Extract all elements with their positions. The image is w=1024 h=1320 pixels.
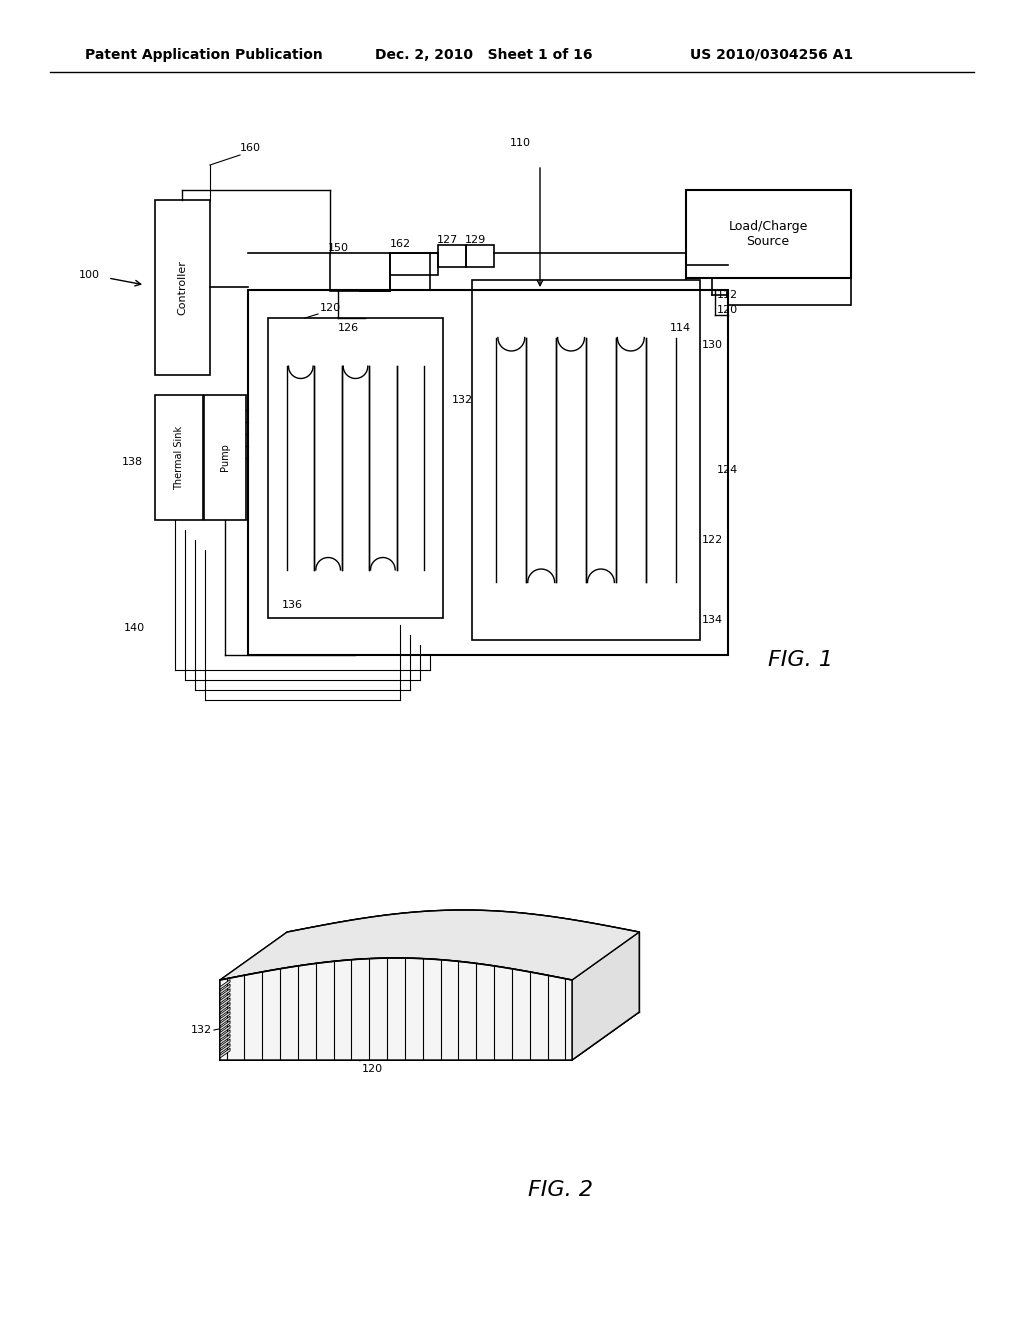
Polygon shape (287, 909, 639, 1012)
Bar (268, 318, 443, 618)
Text: 122: 122 (702, 535, 723, 545)
Text: 130: 130 (702, 341, 723, 350)
Text: Patent Application Publication: Patent Application Publication (85, 48, 323, 62)
Text: 134: 134 (702, 615, 723, 624)
Text: Controller: Controller (177, 260, 187, 315)
Text: 120: 120 (319, 304, 341, 313)
Text: 136: 136 (282, 601, 303, 610)
Text: 162: 162 (389, 239, 411, 249)
Bar (155, 395, 203, 520)
Polygon shape (572, 932, 639, 1060)
Text: Thermal Sink: Thermal Sink (174, 425, 184, 490)
Polygon shape (220, 1039, 230, 1049)
Text: 132: 132 (190, 1026, 212, 1035)
Text: FIG. 1: FIG. 1 (768, 649, 833, 671)
Bar (155, 201, 210, 375)
Text: Dec. 2, 2010   Sheet 1 of 16: Dec. 2, 2010 Sheet 1 of 16 (375, 48, 593, 62)
Bar (390, 253, 438, 275)
Polygon shape (220, 1016, 230, 1026)
Bar (466, 246, 494, 267)
Bar (438, 246, 466, 267)
Bar (472, 280, 700, 640)
Polygon shape (220, 958, 572, 1060)
Polygon shape (220, 989, 230, 998)
Text: 126: 126 (338, 323, 359, 333)
Polygon shape (220, 1035, 230, 1044)
Polygon shape (220, 1048, 230, 1059)
Text: 120: 120 (361, 1064, 383, 1073)
Text: 114: 114 (670, 323, 690, 333)
Text: 138: 138 (122, 457, 143, 467)
Text: 150: 150 (328, 243, 348, 253)
Polygon shape (220, 1002, 230, 1012)
Polygon shape (220, 1007, 230, 1016)
Polygon shape (220, 909, 639, 979)
Bar (248, 290, 728, 655)
Text: 127: 127 (436, 235, 458, 246)
Text: 140: 140 (124, 623, 145, 634)
Text: Pump: Pump (220, 444, 230, 471)
Polygon shape (220, 993, 230, 1003)
Text: 133: 133 (329, 933, 350, 942)
Bar (204, 395, 246, 520)
Text: US 2010/0304256 A1: US 2010/0304256 A1 (690, 48, 853, 62)
Text: 160: 160 (240, 143, 261, 153)
Polygon shape (220, 1011, 230, 1022)
Polygon shape (220, 1026, 230, 1035)
Polygon shape (220, 985, 230, 994)
Text: 124: 124 (717, 465, 738, 475)
Text: 132: 132 (452, 395, 473, 405)
Bar (330, 253, 390, 290)
Polygon shape (220, 998, 230, 1007)
Text: 112: 112 (717, 290, 738, 300)
Polygon shape (220, 1044, 230, 1053)
Text: FIG. 2: FIG. 2 (527, 1180, 593, 1200)
Polygon shape (220, 1020, 230, 1031)
Bar (686, 190, 851, 279)
Text: 129: 129 (464, 235, 485, 246)
Polygon shape (220, 1012, 639, 1060)
Text: 120: 120 (717, 305, 738, 315)
Text: 100: 100 (79, 271, 100, 280)
Polygon shape (220, 1030, 230, 1040)
Text: Load/Charge
Source: Load/Charge Source (728, 220, 808, 248)
Text: 110: 110 (510, 139, 530, 148)
Polygon shape (220, 979, 230, 990)
